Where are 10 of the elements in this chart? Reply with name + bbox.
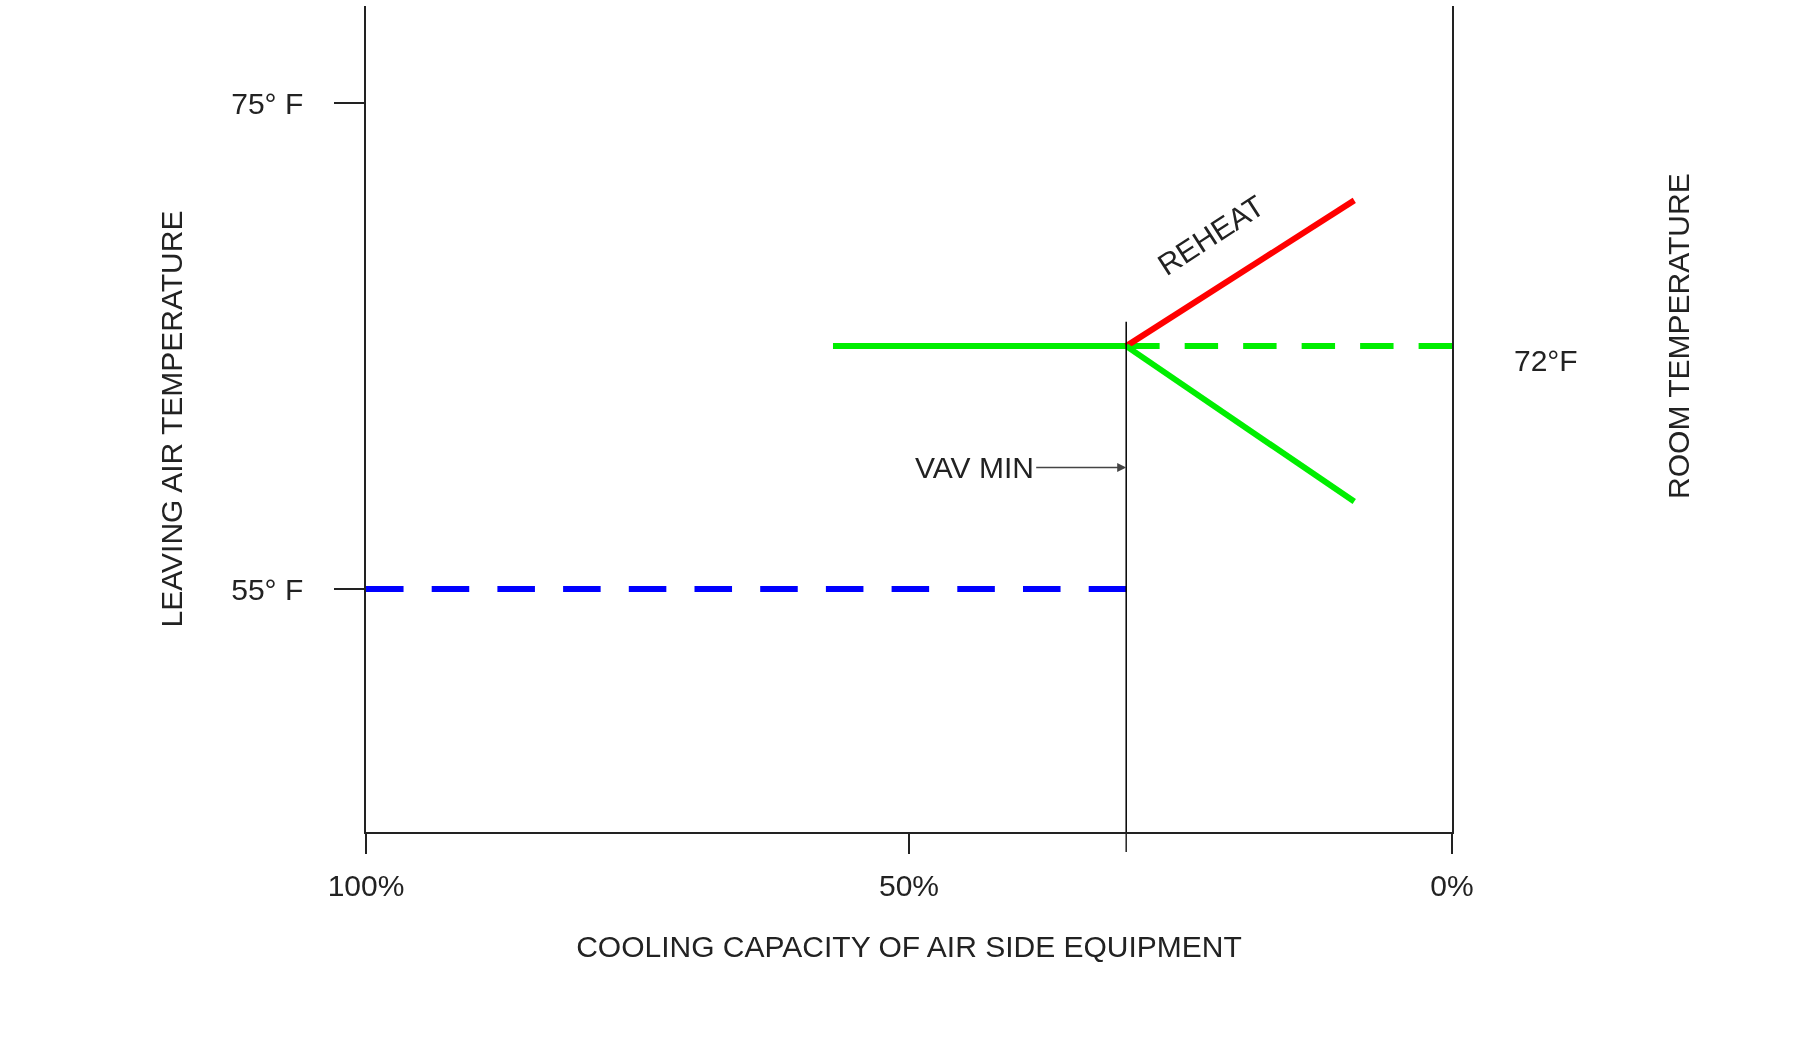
x-axis-title: COOLING CAPACITY OF AIR SIDE EQUIPMENT: [576, 929, 1242, 963]
text: ROOM TEMPERATURE: [1662, 173, 1696, 499]
y-axis-title: LEAVING AIR TEMPERATURE: [154, 210, 188, 628]
x-tick-label: 0%: [1430, 868, 1474, 902]
annotation: VAV MIN: [915, 451, 1034, 484]
x-tick-label: 100%: [327, 868, 405, 902]
annotation: 72°F: [1514, 344, 1578, 377]
x-tick-label: 50%: [878, 868, 940, 902]
y-tick-label: 75° F: [231, 86, 304, 120]
y-tick-label: 55° F: [231, 572, 304, 606]
